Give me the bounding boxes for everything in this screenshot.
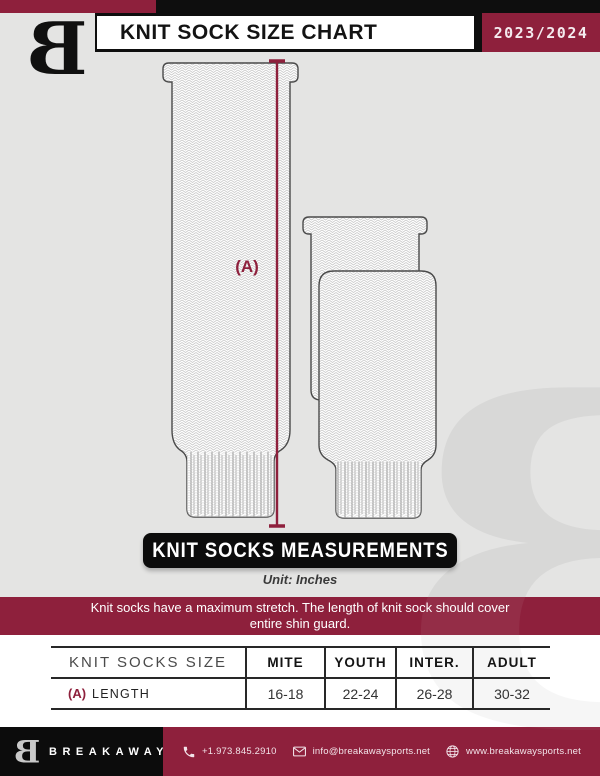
table-header-youth: YOUTH [324, 648, 395, 679]
stretch-note-banner: B Knit socks have a maximum stretch. The… [0, 597, 600, 635]
stretch-note-line1: Knit socks have a maximum stretch. The l… [90, 600, 510, 615]
measurement-line-a [269, 59, 285, 528]
table-header-adult: ADULT [472, 648, 550, 679]
sock-large-rib-cuff [187, 452, 274, 517]
sock-large-illustration [162, 62, 299, 518]
measurement-label-a: (A) [235, 257, 259, 276]
table-header-mite: MITE [245, 648, 324, 679]
title-box: KNIT SOCK SIZE CHART [97, 16, 474, 49]
table-header-inter: INTER. [395, 648, 472, 679]
footer-phone-link[interactable]: +1.973.845.2910 [182, 745, 277, 759]
measurements-banner-label: KNIT SOCKS MEASUREMENTS [151, 538, 449, 562]
length-value-adult: 30-32 [472, 679, 550, 710]
table-row-length-label: (A) LENGTH [51, 679, 245, 710]
footer: B BREAKAWAY B +1.973.845.2910 info@break… [0, 727, 600, 776]
footer-contact-block: B +1.973.845.2910 info@breakawaysports.n… [163, 727, 600, 776]
footer-brand-name: BREAKAWAY [49, 745, 169, 758]
page-title: KNIT SOCK SIZE CHART [120, 20, 378, 44]
footer-website-text: www.breakawaysports.net [466, 746, 581, 757]
sock-small-illustration [318, 270, 437, 519]
footer-website-link[interactable]: www.breakawaysports.net [445, 744, 581, 759]
footer-brand-block: B BREAKAWAY [0, 727, 164, 776]
footer-phone-text: +1.973.845.2910 [202, 746, 277, 757]
length-value-youth: 22-24 [324, 679, 395, 710]
top-strip-maroon-segment [0, 0, 156, 13]
stretch-note-line2: entire shin guard. [249, 616, 351, 631]
footer-logo-letter: B [14, 737, 40, 767]
sock-small-rib-cuff [336, 462, 421, 518]
length-value-mite: 16-18 [245, 679, 324, 710]
phone-icon [183, 746, 195, 757]
logo-letter: B [26, 16, 87, 82]
footer-email-link[interactable]: info@breakawaysports.net [292, 744, 430, 759]
envelope-icon [292, 746, 306, 757]
breakaway-logo-icon: B [26, 16, 87, 82]
knit-socks-size-table: KNIT SOCKS SIZE MITE YOUTH INTER. ADULT … [51, 646, 550, 710]
top-accent-strip [0, 0, 600, 13]
season-badge: 2023/2024 [482, 13, 600, 52]
season-label: 2023/2024 [493, 23, 589, 42]
measurements-banner: KNIT SOCKS MEASUREMENTS [143, 533, 457, 568]
header-bar: KNIT SOCK SIZE CHART 2023/2024 [95, 13, 600, 52]
length-label: LENGTH [92, 686, 150, 701]
length-label-prefix: (A) [68, 686, 87, 701]
globe-icon [446, 745, 459, 758]
table-header-size: KNIT SOCKS SIZE [51, 648, 245, 679]
size-table-section: B KNIT SOCKS SIZE MITE YOUTH INTER. ADUL… [0, 635, 600, 727]
sock-diagram: (A) [162, 59, 437, 528]
breakaway-footer-logo-icon: B [14, 737, 40, 767]
length-value-inter: 26-28 [395, 679, 472, 710]
unit-note: Unit: Inches [262, 572, 338, 587]
footer-email-text: info@breakawaysports.net [312, 746, 431, 757]
top-strip-black-segment [156, 0, 600, 13]
